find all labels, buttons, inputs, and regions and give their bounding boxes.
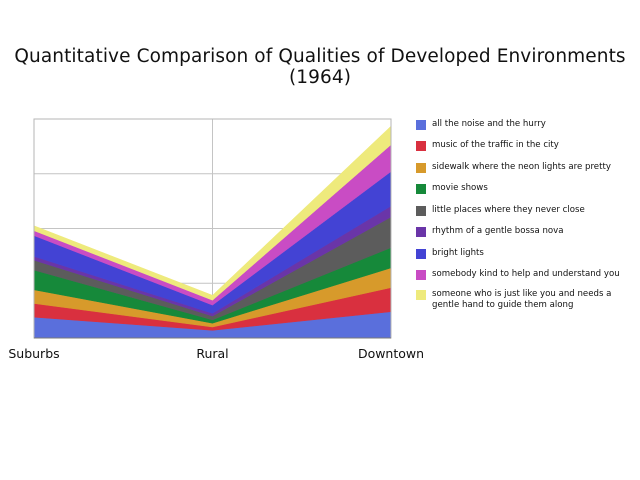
legend-label: somebody kind to help and understand you [432, 269, 620, 279]
x-tick-label: Rural [196, 346, 228, 361]
chart-title: Quantitative Comparison of Qualities of … [14, 46, 626, 88]
legend-label: sidewalk where the neon lights are prett… [432, 162, 611, 172]
x-tick-label: Downtown [358, 346, 424, 361]
legend-swatch [416, 270, 426, 280]
legend-label: all the noise and the hurry [432, 119, 546, 129]
legend-swatch [416, 206, 426, 216]
legend-swatch [416, 141, 426, 151]
legend-swatch [416, 227, 426, 237]
legend-swatch [416, 163, 426, 173]
chart-frame [33, 118, 392, 339]
legend-label: someone who is just like you and needs a… [432, 289, 612, 310]
legend-swatch [416, 120, 426, 130]
legend-swatch [416, 249, 426, 259]
legend-label: rhythm of a gentle bossa nova [432, 226, 564, 236]
legend-label: bright lights [432, 248, 484, 258]
legend-swatch [416, 184, 426, 194]
legend-swatch [416, 290, 426, 300]
legend-label: movie shows [432, 183, 488, 193]
x-tick-label: Suburbs [8, 346, 59, 361]
legend-label: music of the traffic in the city [432, 140, 559, 150]
x-tick-labels: Suburbs Rural Downtown [8, 346, 424, 361]
chart-areas [33, 125, 392, 339]
legend-label: little places where they never close [432, 205, 585, 215]
